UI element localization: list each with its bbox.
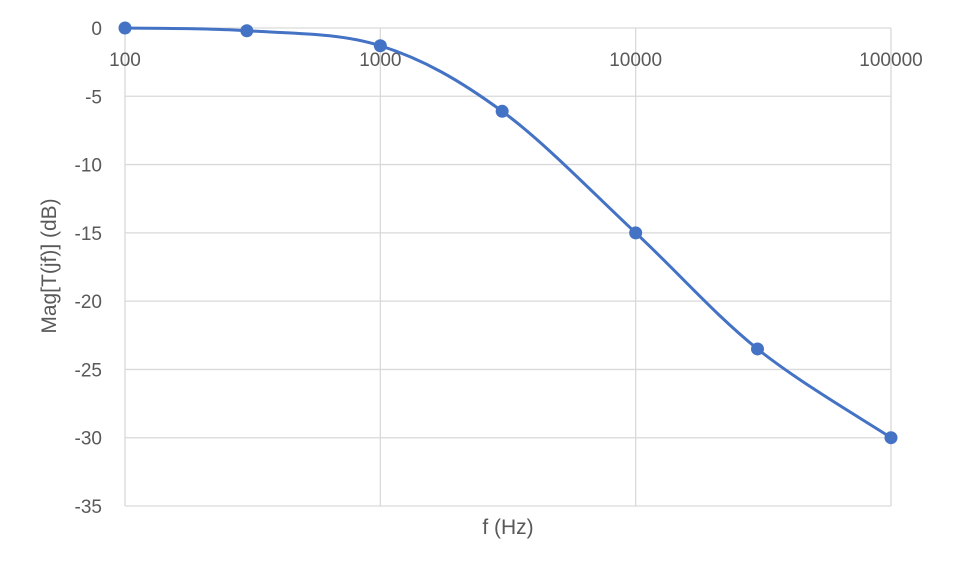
x-tick-label: 100000 <box>859 50 922 71</box>
series-layer <box>118 21 898 445</box>
x-tick-label: 100 <box>109 50 141 71</box>
data-point <box>629 226 643 240</box>
grid-lines <box>124 27 892 507</box>
x-tick-label: 10000 <box>609 50 662 71</box>
y-tick-label: -15 <box>75 224 102 245</box>
y-tick-label: -30 <box>75 429 102 450</box>
y-tick-label: -25 <box>75 360 102 381</box>
x-tick-label: 1000 <box>359 50 401 71</box>
data-point <box>884 431 898 445</box>
data-point <box>495 104 509 118</box>
y-tick-label: -10 <box>75 156 102 177</box>
data-point <box>118 21 132 35</box>
y-tick-label: 0 <box>91 19 102 40</box>
x-axis-title: f (Hz) <box>482 516 533 539</box>
data-point <box>240 24 254 38</box>
y-tick-label: -5 <box>85 87 102 108</box>
x-axis-tick-labels: 100 1000 10000 100000 <box>109 50 923 71</box>
y-axis-title: Mag[T(jf)] (dB) <box>38 198 61 333</box>
data-point <box>750 342 764 356</box>
y-tick-label: -20 <box>75 292 102 313</box>
y-axis-tick-labels: 0 -5 -10 -15 -20 -25 -30 -35 <box>75 19 102 518</box>
y-tick-label: -35 <box>75 497 102 518</box>
data-point <box>373 39 387 53</box>
